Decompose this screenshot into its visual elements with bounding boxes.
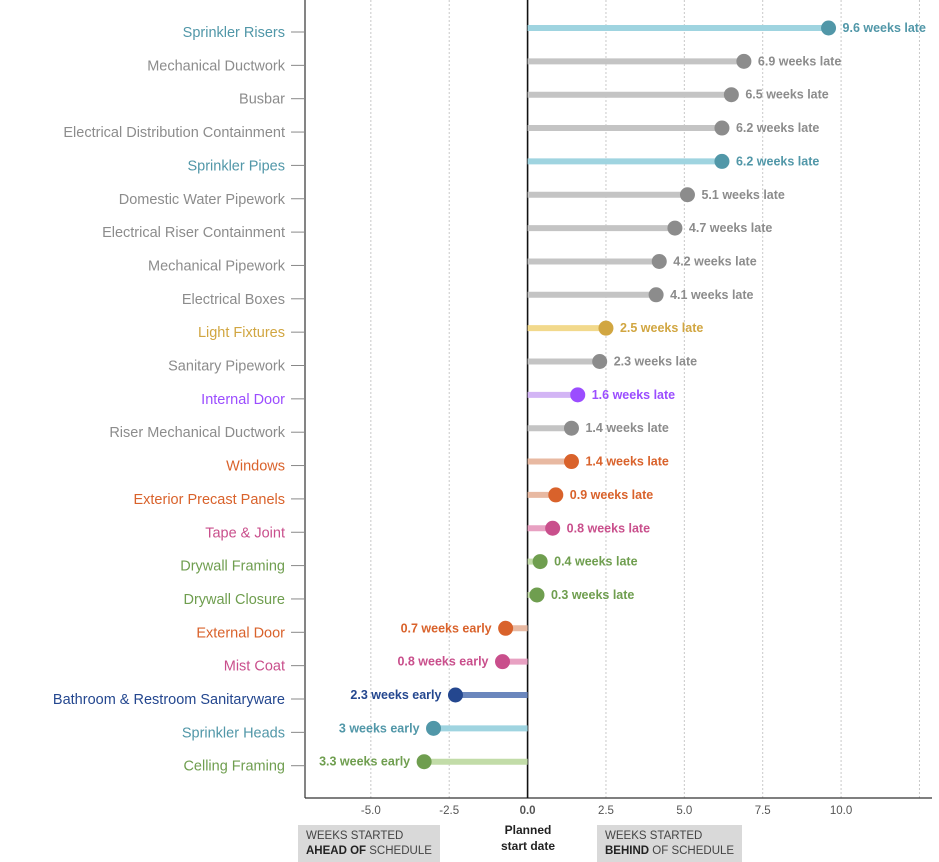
lollipop-dot (563, 420, 579, 436)
value-label: 1.4 weeks late (585, 455, 668, 469)
value-label: 0.3 weeks late (551, 588, 634, 602)
behind-note-bold: BEHIND (605, 845, 650, 857)
category-label: Mechanical Pipework (148, 258, 286, 274)
category-label: Internal Door (201, 392, 285, 408)
x-tick-label: 2.5 (598, 805, 614, 817)
category-label: Sprinkler Risers (183, 25, 285, 41)
category-label: Sanitary Pipework (168, 359, 286, 375)
value-label: 4.1 weeks late (670, 288, 753, 302)
lollipop-dot (648, 287, 664, 303)
lollipop-dot (447, 687, 463, 703)
value-label: 2.5 weeks late (620, 321, 703, 335)
x-tick-label: 5.0 (676, 805, 692, 817)
lollipop-dot (545, 520, 561, 536)
lollipop-dot (426, 720, 442, 736)
lollipop-dot (495, 654, 511, 670)
lollipop-dot (548, 487, 564, 503)
x-tick-label: -5.0 (361, 805, 381, 817)
category-label: Mechanical Ductwork (147, 58, 286, 74)
lollipop-dot (529, 587, 545, 603)
x-tick-label: 0.0 (520, 805, 536, 817)
value-label: 0.9 weeks late (570, 488, 653, 502)
category-label: Sprinkler Pipes (187, 158, 285, 174)
value-label: 6.5 weeks late (745, 88, 828, 102)
labels: Sprinkler Risers 9.6 weeks late Mechanical… (53, 21, 926, 775)
value-label: 4.7 weeks late (689, 221, 772, 235)
category-label: Celling Framing (183, 759, 285, 775)
lollipop-dot (821, 20, 837, 36)
lollipop-dot (592, 354, 608, 369)
x-tick-label: 10.0 (830, 805, 852, 817)
x-tick-label: 7.5 (755, 805, 771, 817)
planned-start-date-note: Planned start date (488, 822, 568, 854)
value-label: 5.1 weeks late (701, 188, 784, 202)
gridlines (370, 0, 920, 798)
category-label: Windows (226, 459, 285, 475)
lollipop-dot (532, 554, 548, 570)
value-label: 2.3 weeks early (350, 688, 441, 702)
value-label: 6.9 weeks late (758, 54, 841, 68)
value-label: 4.2 weeks late (673, 254, 756, 268)
value-label: 0.4 weeks late (554, 555, 637, 569)
category-label: Electrical Distribution Containment (63, 125, 285, 141)
value-label: 3.3 weeks early (319, 755, 410, 769)
category-label: Mist Coat (224, 659, 285, 675)
ahead-note-rest: SCHEDULE (366, 845, 432, 857)
category-label: Electrical Boxes (182, 292, 285, 308)
x-tick-label: -2.5 (439, 805, 459, 817)
ahead-of-schedule-note: WEEKS STARTED AHEAD OF SCHEDULE (298, 825, 440, 862)
lollipop-dot (498, 620, 514, 636)
category-label: Busbar (239, 92, 285, 108)
lollipop-dot (679, 187, 695, 203)
lollipop-dot (598, 320, 614, 336)
category-label: Domestic Water Pipework (119, 192, 286, 208)
value-label: 1.6 weeks late (592, 388, 675, 402)
lollipop-dot (667, 220, 683, 236)
value-label: 0.8 weeks late (567, 521, 650, 535)
value-label: 2.3 weeks late (614, 355, 697, 369)
center-note-line2: start date (500, 839, 556, 853)
value-label: 3 weeks early (339, 721, 420, 735)
lollipop-dot (714, 120, 730, 136)
category-label: Drywall Framing (180, 559, 285, 575)
axes: -5.0 -2.5 0.0 2.5 5.0 7.5 10.0 (291, 0, 932, 817)
category-label: Light Fixtures (198, 325, 285, 341)
center-note-line1: Planned (504, 823, 552, 837)
lollipop-dot (723, 87, 739, 103)
value-label: 0.7 weeks early (401, 621, 492, 635)
ahead-note-line1: WEEKS STARTED (306, 830, 404, 842)
value-label: 0.8 weeks early (397, 655, 488, 669)
category-label: Tape & Joint (205, 525, 285, 541)
value-label: 6.2 weeks late (736, 121, 819, 135)
category-label: Sprinkler Heads (182, 725, 285, 741)
lollipop-dot (651, 253, 667, 269)
lollipop-dot (563, 454, 579, 470)
category-label: Drywall Closure (183, 592, 285, 608)
lollipop-dot (714, 153, 730, 169)
dots (416, 20, 837, 770)
category-label: Bathroom & Restroom Sanitaryware (53, 692, 285, 708)
ahead-note-bold: AHEAD OF (306, 845, 367, 857)
value-label: 9.6 weeks late (843, 21, 926, 35)
lollipop-dot (570, 387, 586, 403)
category-label: Electrical Riser Containment (102, 225, 285, 241)
behind-schedule-note: WEEKS STARTED BEHIND OF SCHEDULE (597, 825, 743, 862)
behind-note-rest: OF SCHEDULE (649, 845, 735, 857)
category-label: Exterior Precast Panels (133, 492, 285, 508)
lollipop-dot (736, 53, 752, 69)
behind-note-line1: WEEKS STARTED (605, 830, 703, 842)
category-label: Riser Mechanical Ductwork (109, 425, 285, 441)
value-label: 1.4 weeks late (585, 421, 668, 435)
category-label: External Door (196, 625, 285, 641)
lollipop-dot (416, 754, 432, 770)
value-label: 6.2 weeks late (736, 154, 819, 168)
